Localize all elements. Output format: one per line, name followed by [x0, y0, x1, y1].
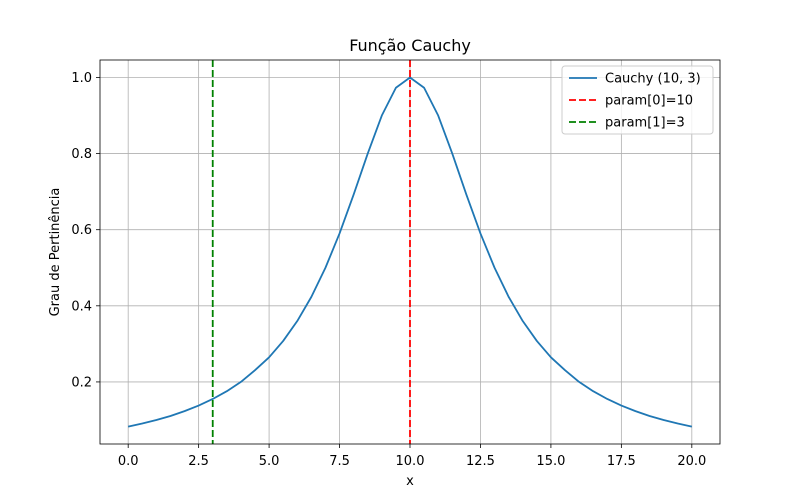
legend: Cauchy (10, 3) param[0]=10 param[1]=3	[561, 65, 714, 135]
y-tick-label: 0.4	[71, 299, 92, 314]
legend-label: Cauchy (10, 3)	[605, 72, 701, 87]
series-line-cauchy-10-3	[127, 76, 693, 428]
x-tick-label: 2.5	[188, 454, 209, 469]
legend-items: Cauchy (10, 3) param[0]=10 param[1]=3	[569, 72, 701, 131]
x-tick-label: 0.0	[118, 454, 139, 469]
x-tick-label: 12.5	[466, 454, 495, 469]
series-layer	[127, 60, 693, 444]
x-tick-label: 10.0	[396, 454, 425, 469]
chart-title: Função Cauchy	[349, 36, 471, 55]
y-tick-label: 0.2	[71, 375, 92, 390]
y-axis-label: Grau de Pertinência	[48, 188, 63, 317]
y-tick-label: 1.0	[71, 71, 92, 86]
x-tick-label: 5.0	[259, 454, 280, 469]
x-tick-label: 7.5	[329, 454, 350, 469]
legend-box	[561, 65, 714, 135]
y-axis-ticks: 0.2 0.4 0.6 0.8 1.0	[71, 71, 100, 390]
x-tick-label: 20.0	[677, 454, 706, 469]
legend-label: param[1]=3	[605, 116, 685, 131]
x-tick-label: 17.5	[607, 454, 636, 469]
legend-label: param[0]=10	[605, 94, 693, 109]
y-tick-label: 0.8	[71, 147, 92, 162]
y-tick-label: 0.6	[71, 223, 92, 238]
x-axis-ticks: 0.0 2.5 5.0 7.5 10.0 12.5 15.0 17.5 20.0	[118, 444, 706, 469]
x-axis-label: x	[406, 474, 414, 489]
x-tick-label: 15.0	[536, 454, 565, 469]
